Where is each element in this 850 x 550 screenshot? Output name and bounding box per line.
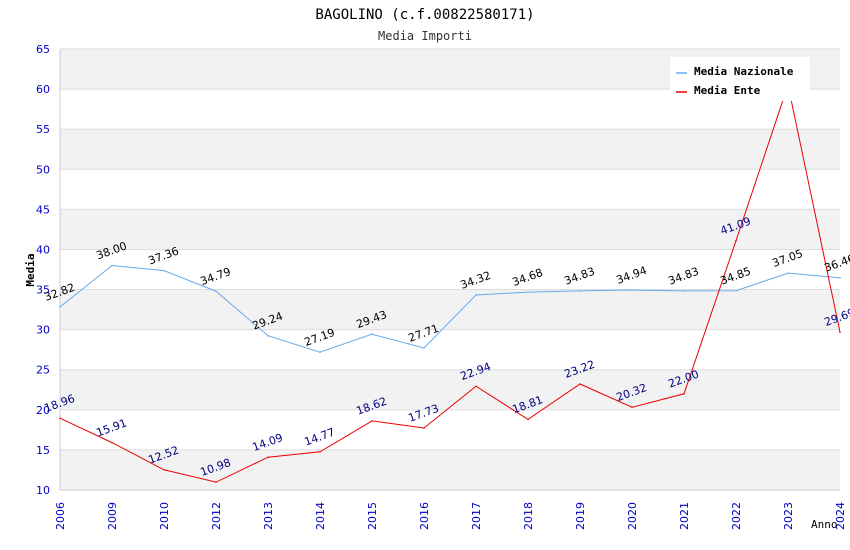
x-tick-label: 2021 <box>678 502 691 530</box>
x-tick-label: 2014 <box>314 502 327 530</box>
legend-label-nazionale: Media Nazionale <box>694 65 794 78</box>
point-ente <box>111 441 113 444</box>
point-ente <box>59 417 61 419</box>
y-tick-label: 15 <box>36 444 50 457</box>
point-ente <box>163 468 165 471</box>
x-tick-label: 2016 <box>418 502 431 530</box>
series-line-ente <box>59 83 841 483</box>
point-nazionale <box>839 277 841 279</box>
x-tick-label: 2024 <box>834 502 847 530</box>
series-lines <box>59 83 841 483</box>
x-tick-label: 2017 <box>470 502 483 530</box>
point-ente <box>839 331 841 333</box>
point-ente <box>267 456 269 459</box>
point-nazionale <box>319 351 321 353</box>
point-nazionale <box>527 291 529 293</box>
x-tick-label: 2012 <box>210 502 223 530</box>
grid-band <box>60 209 840 250</box>
x-tick-label: 2019 <box>574 502 587 530</box>
point-nazionale <box>59 306 61 308</box>
x-tick-label: 2022 <box>730 502 743 530</box>
point-nazionale <box>111 264 113 267</box>
point-nazionale <box>267 334 269 337</box>
point-nazionale <box>683 290 685 292</box>
x-tick-label: 2023 <box>782 502 795 530</box>
x-tick-labels: 2006 2009 2010 2012 2013 2014 2015 2016 2017 2018… <box>54 502 847 530</box>
background-bands <box>60 49 840 490</box>
grid-band <box>60 169 840 210</box>
x-tick-label: 2020 <box>626 502 639 530</box>
grid-band <box>60 249 840 290</box>
legend: Media Nazionale Media Ente <box>670 57 810 101</box>
y-tick-label: 40 <box>36 243 50 256</box>
y-tick-label: 50 <box>36 163 50 176</box>
series-line-nazionale <box>59 264 841 353</box>
y-tick-label: 20 <box>36 404 50 417</box>
x-tick-label: 2018 <box>522 502 535 530</box>
point-ente <box>371 420 373 422</box>
point-nazionale <box>475 294 477 296</box>
grid-band <box>60 409 840 450</box>
y-tick-labels: 10 15 20 25 30 35 40 45 50 55 60 65 <box>36 43 50 497</box>
point-ente <box>527 418 529 421</box>
grid-lines <box>60 48 840 491</box>
point-nazionale <box>735 289 737 292</box>
point-nazionale <box>371 333 373 336</box>
point-nazionale <box>579 290 581 292</box>
y-tick-label: 45 <box>36 203 50 216</box>
legend-label-ente: Media Ente <box>694 84 761 97</box>
point-ente <box>579 383 581 385</box>
point-nazionale <box>423 347 425 349</box>
point-nazionale <box>215 290 217 293</box>
point-ente <box>735 239 737 242</box>
x-tick-label: 2015 <box>366 502 379 530</box>
point-ente <box>631 406 633 409</box>
x-axis-label: Anno <box>811 518 838 531</box>
y-tick-label: 10 <box>36 484 50 497</box>
grid-band <box>60 329 840 370</box>
y-tick-label: 60 <box>36 83 50 96</box>
chart-title: BAGOLINO (c.f.00822580171) <box>315 7 534 23</box>
chart-subtitle: Media Importi <box>378 29 472 43</box>
x-tick-label: 2013 <box>262 502 275 530</box>
grid-band <box>60 129 840 170</box>
y-tick-label: 35 <box>36 284 50 297</box>
y-tick-label: 30 <box>36 324 50 337</box>
x-tick-label: 2010 <box>158 502 171 530</box>
point-nazionale <box>163 269 165 272</box>
grid-band <box>60 449 840 490</box>
legend-box <box>670 57 810 101</box>
point-ente <box>423 427 425 429</box>
point-nazionale <box>787 272 789 274</box>
point-ente <box>475 385 477 388</box>
grid-band <box>60 289 840 330</box>
point-ente <box>215 481 217 483</box>
x-tick-label: 2009 <box>106 502 119 530</box>
x-tick-label: 2006 <box>54 502 67 530</box>
point-ente <box>683 392 685 395</box>
point-ente <box>319 450 321 453</box>
axes <box>59 49 840 491</box>
point-nazionale <box>631 289 633 291</box>
y-tick-label: 65 <box>36 43 50 56</box>
y-axis-label: Media <box>24 253 37 286</box>
grid-band <box>60 369 840 410</box>
y-tick-label: 55 <box>36 123 50 136</box>
y-tick-label: 25 <box>36 364 50 377</box>
